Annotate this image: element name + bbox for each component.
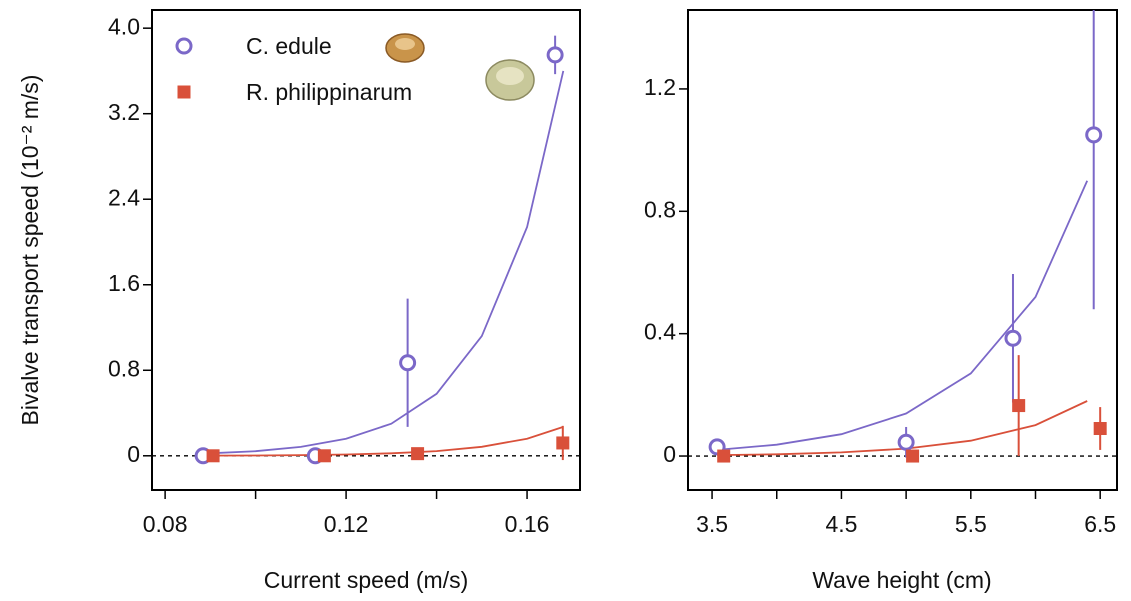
- point: [1085, 126, 1103, 144]
- point: [556, 436, 570, 450]
- legend-label: R. philippinarum: [246, 79, 412, 105]
- point: [317, 449, 331, 463]
- x-tick-label: 0.08: [143, 511, 188, 537]
- y-tick-label: 0: [127, 441, 140, 467]
- point: [411, 447, 425, 461]
- point: [717, 449, 731, 463]
- x-axis-label: Wave height (cm): [812, 567, 991, 593]
- fit-line: [201, 426, 564, 457]
- x-tick-label: 5.5: [955, 511, 987, 537]
- point: [399, 354, 417, 372]
- point: [206, 449, 220, 463]
- panel: 0.08 0.12 0.16 0 0.8 1.6 2.4 3.2 4.0 C. edule R. p…: [108, 9, 581, 537]
- y-tick-label: 4.0: [108, 13, 140, 39]
- x-tick-label: 3.5: [696, 511, 728, 537]
- y-axis-label: Bivalve transport speed (10⁻² m/s): [17, 75, 43, 426]
- point: [1012, 399, 1026, 413]
- y-tick-label: 2.4: [108, 184, 140, 210]
- plot-frame: [151, 9, 581, 491]
- y-tick-label: 0: [663, 441, 676, 467]
- x-axis-label: Current speed (m/s): [264, 567, 469, 593]
- point: [546, 46, 564, 64]
- point: [1093, 422, 1107, 436]
- x-tick-label: 6.5: [1084, 511, 1116, 537]
- legend-label: C. edule: [246, 33, 332, 59]
- plot-frame: [687, 9, 1118, 491]
- fit-line: [201, 70, 565, 455]
- x-tick-label: 0.12: [324, 511, 369, 537]
- y-tick-label: 0.8: [644, 196, 676, 222]
- x-tick-label: 4.5: [825, 511, 857, 537]
- point: [897, 433, 915, 451]
- x-tick-label: 0.16: [505, 511, 550, 537]
- legend-marker: [175, 37, 193, 55]
- y-tick-label: 1.6: [108, 270, 140, 296]
- point: [1004, 329, 1022, 347]
- y-tick-label: 3.2: [108, 99, 140, 125]
- point: [906, 449, 920, 463]
- clam-icon: [385, 33, 535, 101]
- y-tick-label: 1.2: [644, 74, 676, 100]
- panel: 3.5 4.5 5.5 6.5 0 0.4 0.8 1.2: [644, 9, 1118, 537]
- y-tick-label: 0.8: [108, 355, 140, 381]
- legend-marker: [177, 85, 191, 99]
- y-tick-label: 0.4: [644, 319, 676, 345]
- fit-line: [717, 180, 1089, 451]
